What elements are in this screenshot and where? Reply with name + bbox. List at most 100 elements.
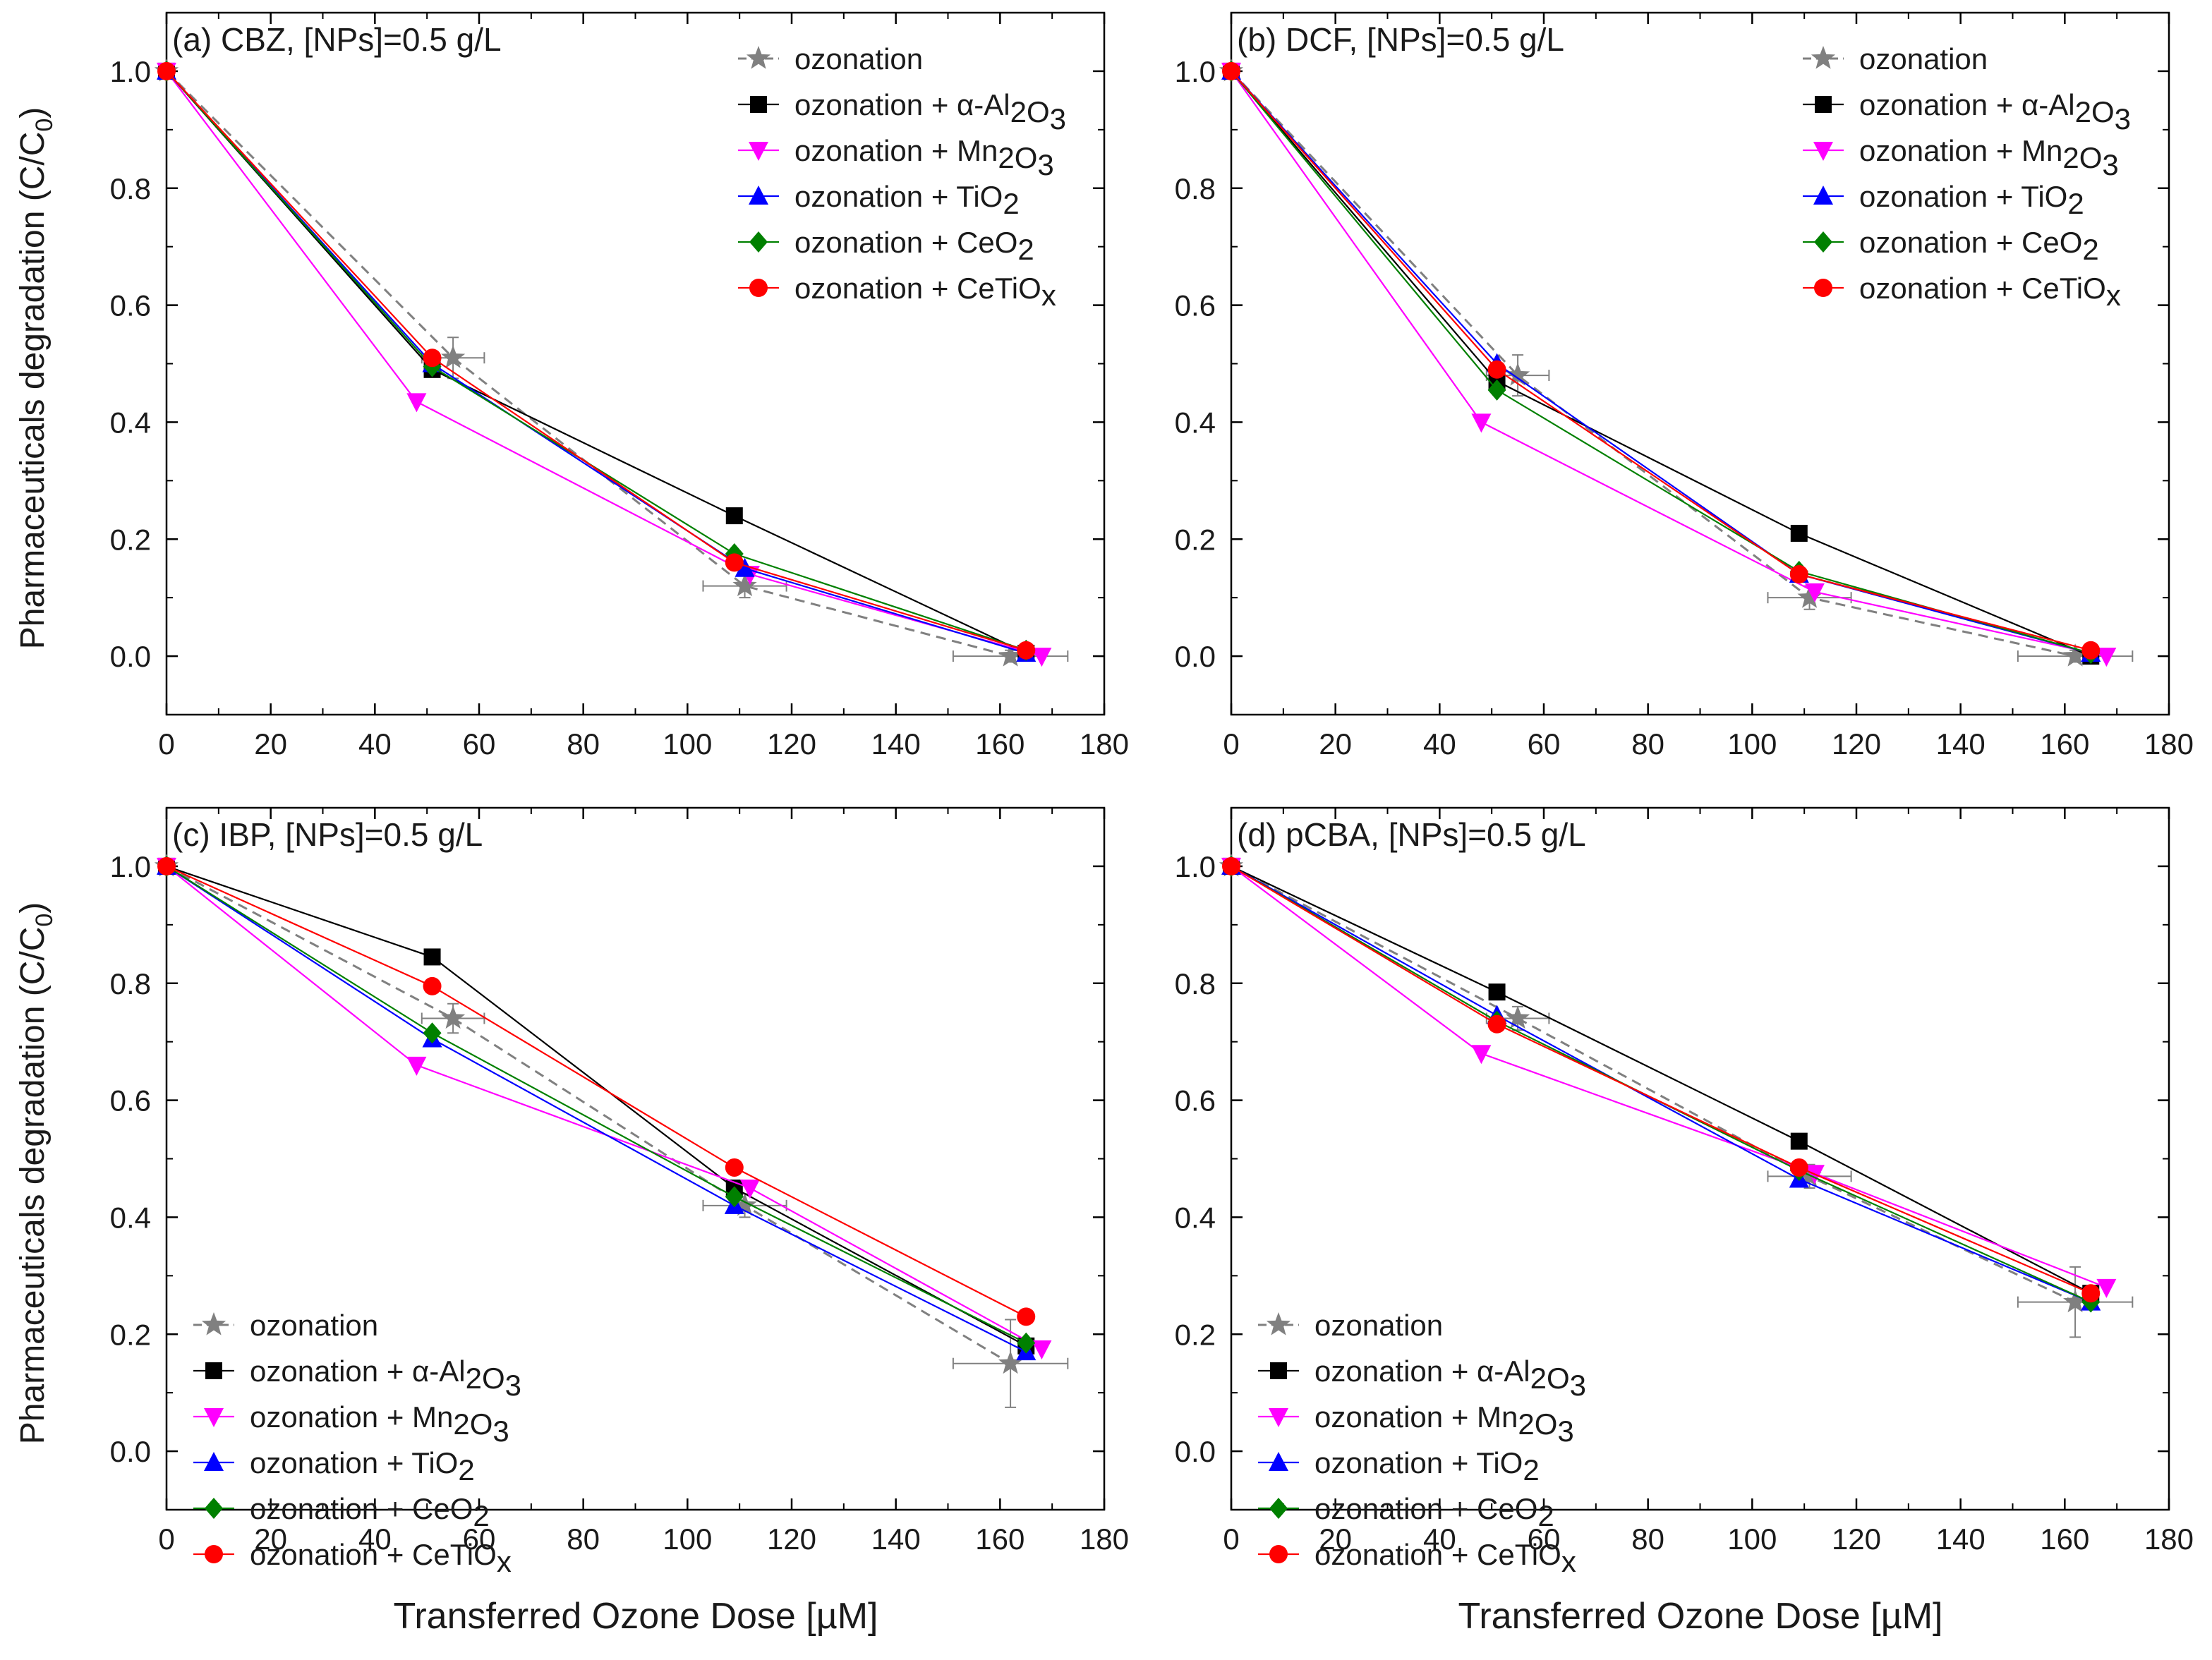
x-tick-label: 160: [975, 727, 1025, 761]
legend-label-cetiox: ozonation + CeTiOx: [1314, 1538, 1576, 1578]
series-line-ozonation: [166, 865, 1011, 1364]
data-point-mn2o3: [1471, 1045, 1492, 1065]
legend-label-ozonation: ozonation: [1859, 42, 1988, 75]
legend-label-ceo2: ozonation + CeO2: [794, 226, 1034, 266]
legend-label-tio2: ozonation + TiO2: [1314, 1446, 1540, 1486]
legend-label-tio2: ozonation + TiO2: [794, 180, 1020, 220]
series-line-al2o3: [1231, 865, 2091, 1295]
x-tick-label: 60: [463, 1522, 496, 1556]
legend-label-ozonation: ozonation: [794, 42, 923, 75]
data-point-ozonation: [2063, 643, 2088, 667]
series-line-cetiox: [166, 71, 1027, 651]
x-tick-label: 140: [871, 727, 921, 761]
data-point-mn2o3: [1032, 1340, 1052, 1359]
x-tick-label: 80: [1631, 727, 1664, 761]
data-point-cetiox: [1789, 565, 1808, 583]
x-tick-label: 0: [158, 727, 174, 761]
data-point-ozonation: [1506, 1005, 1530, 1029]
series-line-tio2: [1231, 865, 2091, 1303]
series-line-ceo2: [1231, 865, 2091, 1303]
y-axis-label-top: Pharmaceuticals degradation (C/C0): [14, 107, 58, 650]
data-point-mn2o3: [739, 1179, 760, 1199]
series-line-al2o3: [1231, 71, 2091, 658]
data-point-ozonation: [441, 1005, 466, 1029]
legend-d: ozonation ozonation + α-Al2O3 ozonation + …: [1258, 1309, 1586, 1578]
x-tick-label: 180: [2144, 1522, 2194, 1556]
y-tick-label: 0.8: [110, 172, 151, 205]
x-tick-label: 0: [1223, 727, 1239, 761]
y-tick-label: 0.0: [1175, 640, 1216, 673]
series-line-mn2o3: [1231, 866, 2107, 1288]
x-tick-label: 20: [254, 1522, 287, 1556]
x-tick-label: 20: [1319, 1522, 1352, 1556]
legend-marker-al2o3: [1270, 1362, 1287, 1379]
y-tick-label: 1.0: [110, 850, 151, 883]
legend-marker-ceo2: [749, 231, 768, 253]
y-tick-label: 0.2: [110, 523, 151, 556]
series-line-ozonation: [1230, 70, 2076, 658]
chart-title: (d) pCBA, [NPs]=0.5 g/L: [1237, 816, 1586, 853]
data-point-al2o3: [725, 507, 743, 525]
series-line-mn2o3: [166, 71, 1042, 658]
y-tick-label: 0.8: [1175, 967, 1216, 1000]
legend-marker-ozonation: [1266, 1312, 1291, 1335]
x-tick-label: 120: [767, 1522, 816, 1556]
legend-marker-tio2: [1269, 1452, 1288, 1471]
x-tick-label: 40: [358, 1522, 392, 1556]
x-tick-label: 60: [1528, 1522, 1561, 1556]
data-point-ozonation: [732, 1192, 757, 1216]
y-tick-label: 0.8: [1175, 172, 1216, 205]
x-tick-label: 20: [1319, 727, 1352, 761]
data-point-cetiox: [423, 349, 442, 368]
x-tick-label: 160: [2040, 727, 2089, 761]
x-tick-label: 160: [975, 1522, 1025, 1556]
x-tick-label: 140: [1936, 727, 1986, 761]
x-tick-label: 0: [1223, 1522, 1239, 1556]
y-tick-label: 1.0: [110, 55, 151, 88]
x-tick-label: 180: [1080, 727, 1129, 761]
x-tick-label: 120: [1832, 727, 1881, 761]
x-tick-label: 60: [1528, 727, 1561, 761]
y-tick-label: 0.8: [110, 967, 151, 1000]
legend-marker-ceo2: [205, 1498, 223, 1519]
legend-label-al2o3: ozonation + α-Al2O3: [1314, 1355, 1586, 1402]
x-tick-label: 120: [1832, 1522, 1881, 1556]
data-point-cetiox: [1017, 1307, 1036, 1326]
x-tick-label: 100: [1727, 727, 1777, 761]
data-point-mn2o3: [406, 1056, 427, 1076]
y-tick-label: 0.4: [110, 406, 151, 439]
data-point-cetiox: [2081, 1284, 2101, 1303]
y-tick-label: 1.0: [1175, 55, 1216, 88]
chart-panel-b: 0 20 40 60 80 100 120 140 160 180 0.0 0.2 0.4 0.6 0.8 1…: [1175, 11, 2194, 761]
legend-marker-cetiox: [1269, 1545, 1288, 1563]
x-tick-label: 40: [1423, 1522, 1456, 1556]
y-tick-label: 0.6: [1175, 289, 1216, 322]
data-point-cetiox: [1789, 1158, 1808, 1177]
y-tick-label: 0.2: [110, 1318, 151, 1351]
x-tick-label: 40: [1423, 727, 1456, 761]
x-tick-label: 180: [2144, 727, 2194, 761]
data-point-mn2o3: [1804, 583, 1825, 602]
data-point-ozonation: [732, 573, 757, 597]
legend-label-tio2: ozonation + TiO2: [250, 1446, 475, 1486]
legend-label-tio2: ozonation + TiO2: [1859, 180, 2084, 220]
legend-label-cetiox: ozonation + CeTiOx: [794, 272, 1056, 312]
series-line-ozonation: [1231, 865, 2076, 1303]
series-line-al2o3: [166, 865, 1027, 1347]
legend-marker-al2o3: [205, 1362, 222, 1379]
legend-label-ozonation: ozonation: [1314, 1309, 1443, 1342]
series-line-ceo2: [166, 865, 1027, 1344]
data-point-mn2o3: [406, 393, 427, 413]
data-point-ceo2: [725, 1186, 744, 1208]
chart-panel-d: 0 20 40 60 80 100 120 140 160 180 0.0 0.2 0.4 0.6 0.8 1…: [1175, 806, 2194, 1578]
y-tick-label: 0.2: [1175, 523, 1216, 556]
x-axis-label-right: Transferred Ozone Dose [µM]: [1458, 1596, 1943, 1637]
y-tick-label: 0.4: [1175, 406, 1216, 439]
legend-marker-mn2o3: [749, 142, 768, 161]
data-point-ozonation: [2063, 1289, 2088, 1313]
data-point-al2o3: [1790, 1132, 1808, 1150]
y-tick-label: 0.6: [1175, 1084, 1216, 1117]
x-tick-label: 0: [158, 1522, 174, 1556]
x-tick-label: 100: [663, 727, 712, 761]
